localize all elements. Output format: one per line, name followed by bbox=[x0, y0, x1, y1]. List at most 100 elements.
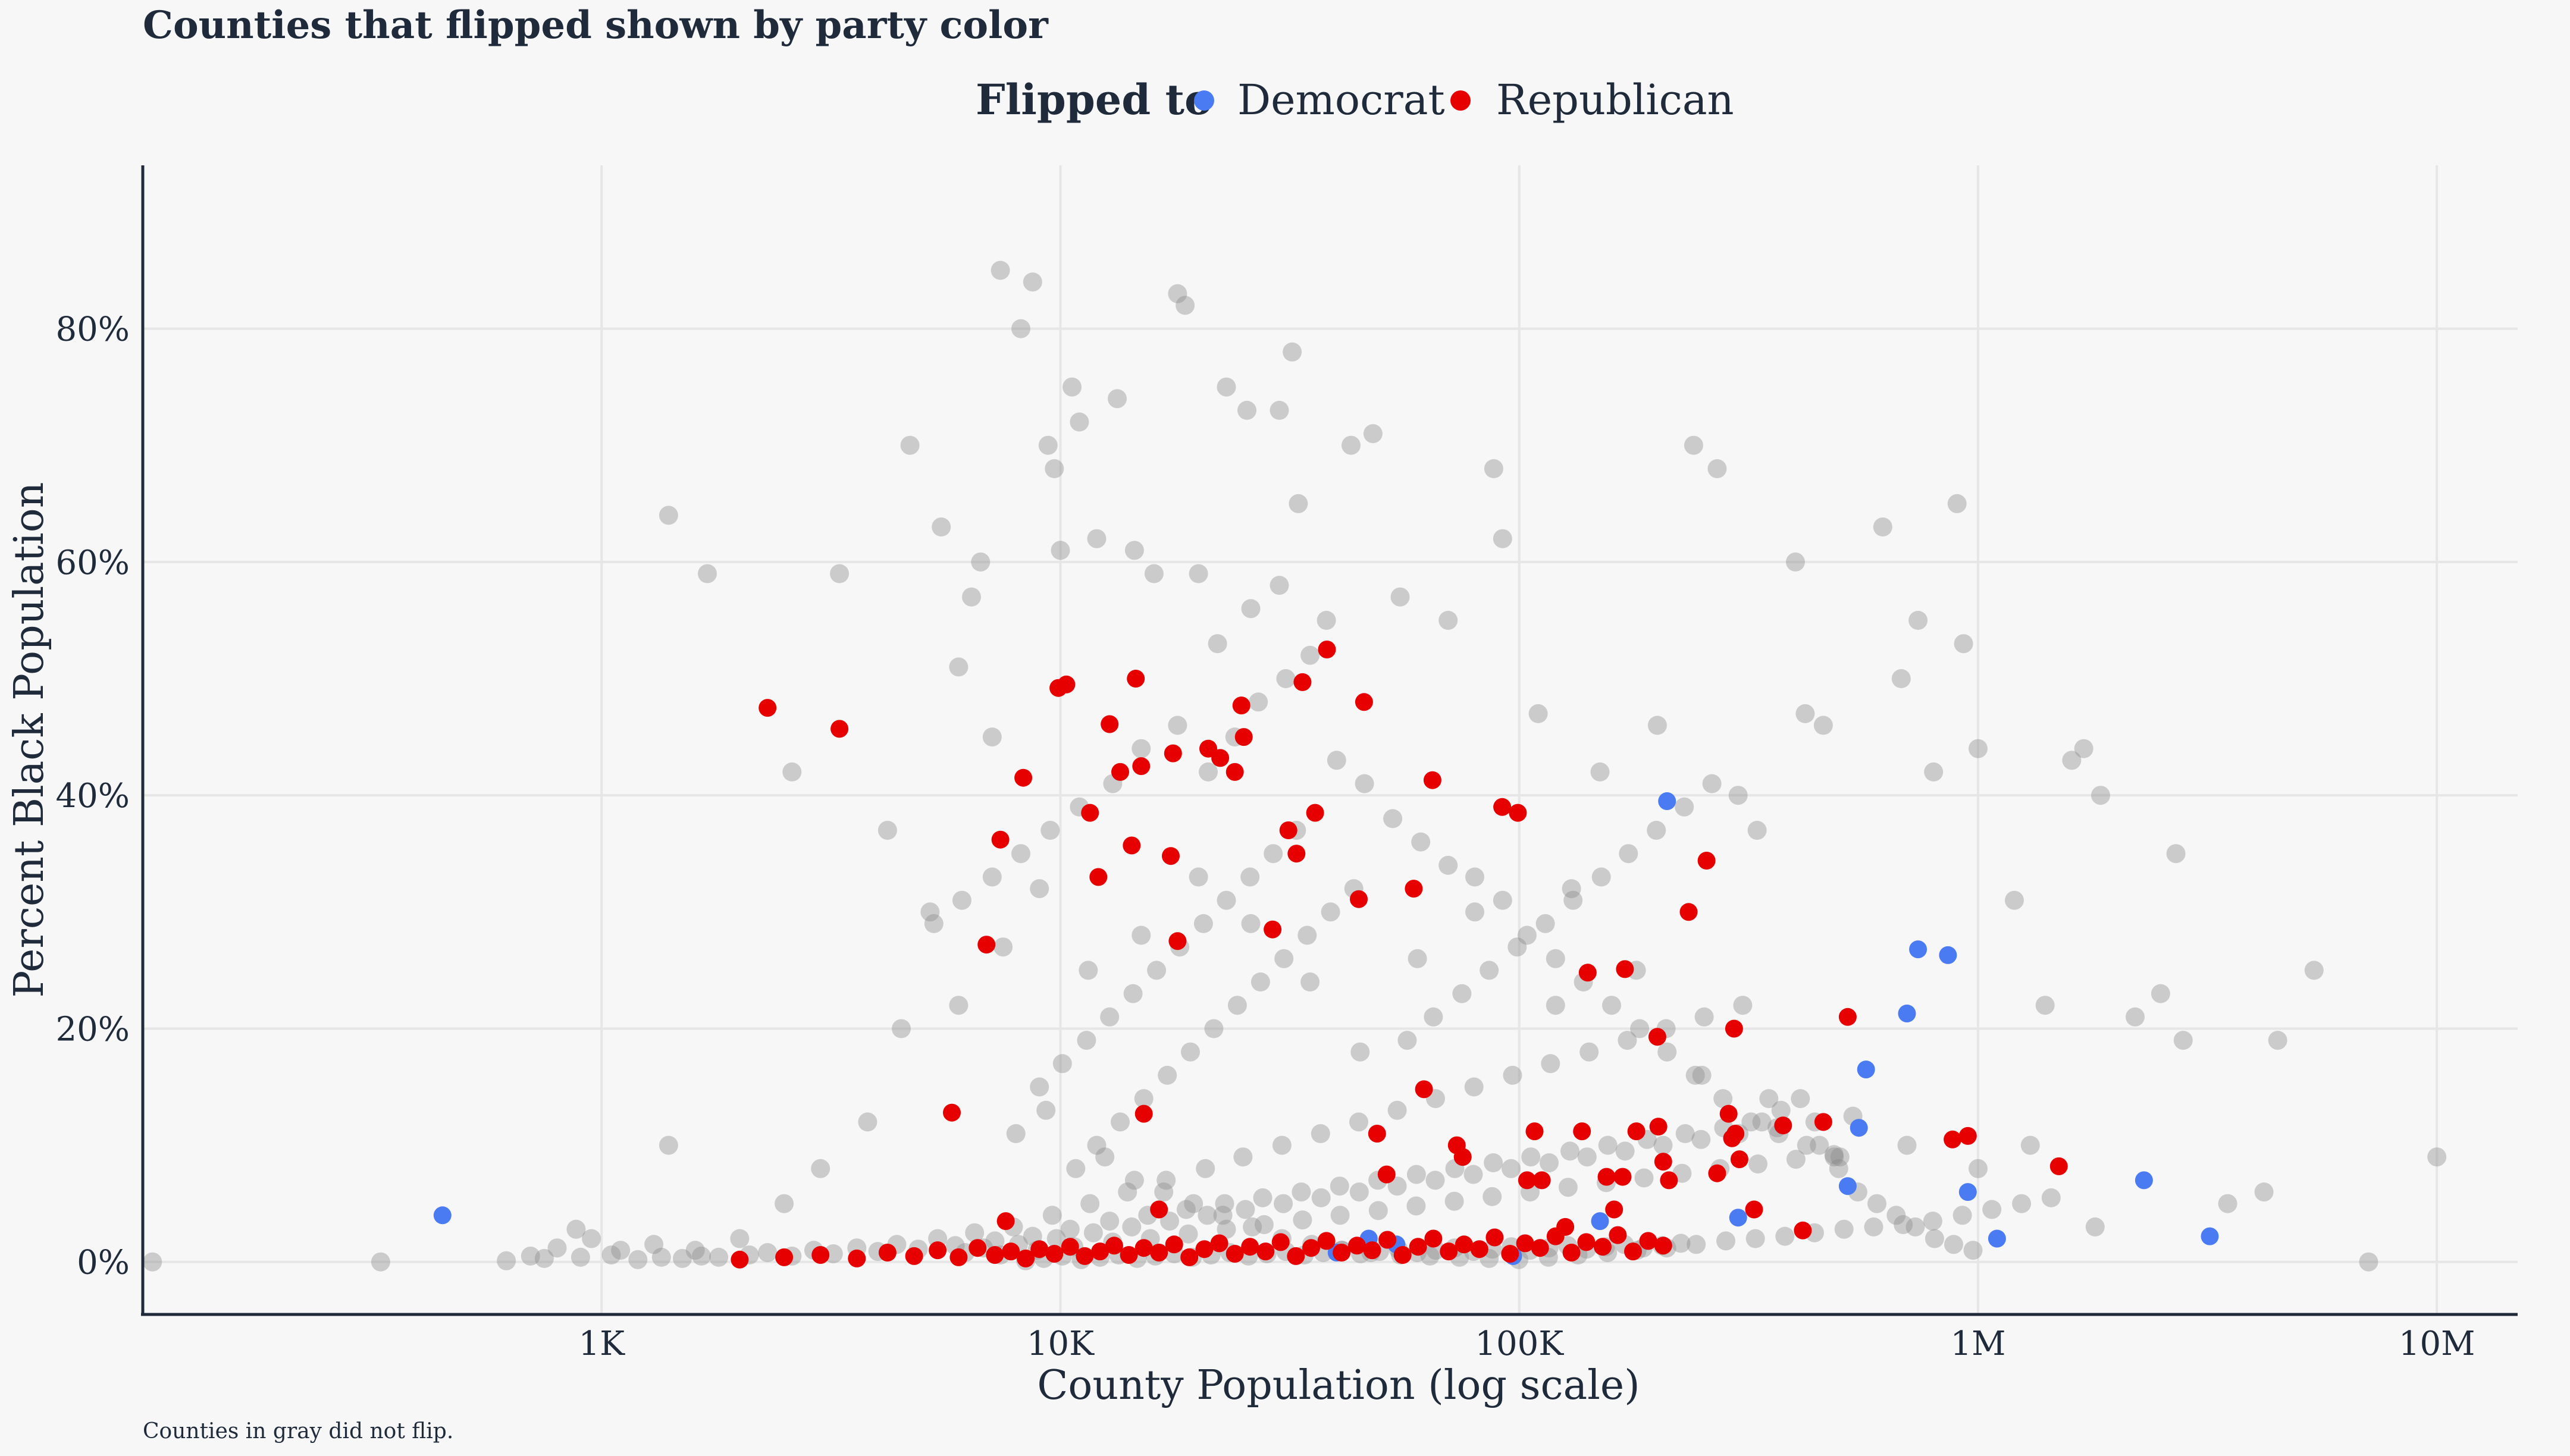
point-not-flipped bbox=[1036, 1100, 1056, 1120]
point-not-flipped bbox=[1330, 1206, 1350, 1225]
point-not-flipped bbox=[1077, 1031, 1096, 1050]
point-not-flipped bbox=[1095, 1147, 1115, 1167]
point-not-flipped bbox=[692, 1246, 711, 1266]
point-not-flipped bbox=[1618, 1031, 1637, 1050]
point-not-flipped bbox=[1217, 890, 1236, 910]
point-not-flipped bbox=[1647, 821, 1666, 840]
point-not-flipped bbox=[1217, 1219, 1236, 1239]
point-not-flipped bbox=[2085, 1217, 2105, 1237]
point-republican bbox=[1199, 739, 1217, 758]
point-not-flipped bbox=[371, 1252, 390, 1272]
point-not-flipped bbox=[1425, 1171, 1445, 1190]
point-not-flipped bbox=[1886, 1206, 1906, 1225]
point-not-flipped bbox=[2218, 1194, 2237, 1213]
point-republican bbox=[1814, 1113, 1832, 1131]
point-not-flipped bbox=[892, 1019, 911, 1038]
point-not-flipped bbox=[1276, 669, 1296, 688]
point-not-flipped bbox=[1484, 459, 1503, 478]
point-not-flipped bbox=[2012, 1194, 2032, 1213]
point-not-flipped bbox=[1052, 1054, 1072, 1074]
point-not-flipped bbox=[1602, 996, 1621, 1015]
point-not-flipped bbox=[1349, 1182, 1369, 1202]
point-not-flipped bbox=[949, 657, 969, 677]
point-not-flipped bbox=[1444, 1191, 1464, 1211]
point-not-flipped bbox=[920, 902, 940, 922]
point-not-flipped bbox=[924, 914, 944, 933]
point-republican bbox=[1168, 932, 1187, 950]
point-republican bbox=[1726, 1125, 1745, 1143]
point-not-flipped bbox=[2041, 1188, 2061, 1207]
point-republican bbox=[1697, 852, 1716, 870]
point-not-flipped bbox=[2173, 1031, 2193, 1050]
point-not-flipped bbox=[1156, 1171, 1176, 1190]
point-not-flipped bbox=[1300, 645, 1320, 665]
point-not-flipped bbox=[566, 1219, 586, 1239]
point-not-flipped bbox=[1908, 611, 1928, 630]
point-republican bbox=[1546, 1227, 1565, 1245]
point-not-flipped bbox=[1424, 1007, 1443, 1027]
point-not-flipped bbox=[932, 517, 951, 536]
point-not-flipped bbox=[1598, 1135, 1618, 1155]
point-not-flipped bbox=[1952, 1206, 1972, 1225]
point-not-flipped bbox=[1535, 914, 1555, 933]
point-not-flipped bbox=[1100, 1007, 1120, 1027]
point-republican bbox=[1271, 1233, 1290, 1251]
point-not-flipped bbox=[1158, 1065, 1177, 1085]
x-tick-label: 10K bbox=[1027, 1325, 1095, 1363]
point-democrat bbox=[2135, 1171, 2153, 1190]
point-not-flipped bbox=[730, 1229, 750, 1248]
point-not-flipped bbox=[1355, 774, 1374, 793]
point-not-flipped bbox=[1240, 867, 1260, 887]
point-not-flipped bbox=[2359, 1252, 2378, 1272]
point-not-flipped bbox=[1217, 377, 1236, 397]
point-not-flipped bbox=[1070, 412, 1089, 432]
point-democrat bbox=[1909, 940, 1928, 959]
point-not-flipped bbox=[1791, 1089, 1810, 1109]
point-not-flipped bbox=[1387, 1100, 1407, 1120]
point-not-flipped bbox=[1264, 844, 1283, 864]
point-republican bbox=[969, 1239, 987, 1257]
point-not-flipped bbox=[1144, 564, 1164, 583]
point-not-flipped bbox=[1954, 634, 1973, 654]
point-not-flipped bbox=[1227, 996, 1247, 1015]
y-tick-label: 60% bbox=[56, 544, 130, 582]
point-not-flipped bbox=[1046, 1229, 1066, 1248]
point-not-flipped bbox=[1745, 1229, 1765, 1248]
point-not-flipped bbox=[1124, 541, 1144, 560]
point-not-flipped bbox=[1577, 1147, 1597, 1167]
point-republican bbox=[731, 1250, 749, 1269]
point-republican bbox=[1958, 1126, 1977, 1145]
point-not-flipped bbox=[1132, 925, 1151, 945]
point-republican bbox=[1210, 1234, 1228, 1253]
point-not-flipped bbox=[985, 1231, 1005, 1251]
point-not-flipped bbox=[1283, 342, 1302, 362]
point-not-flipped bbox=[1540, 1153, 1559, 1172]
point-not-flipped bbox=[651, 1247, 671, 1267]
point-not-flipped bbox=[1293, 1210, 1312, 1230]
point-not-flipped bbox=[1969, 1159, 1988, 1178]
point-republican bbox=[1123, 836, 1141, 855]
point-democrat bbox=[1898, 1005, 1916, 1022]
point-not-flipped bbox=[1297, 925, 1317, 945]
point-republican bbox=[1232, 696, 1250, 715]
point-republican bbox=[905, 1247, 923, 1265]
point-republican bbox=[1293, 673, 1312, 691]
point-republican bbox=[1944, 1130, 1962, 1149]
point-republican bbox=[1162, 847, 1180, 865]
legend-title: Flipped to bbox=[976, 75, 1212, 124]
point-not-flipped bbox=[1383, 809, 1403, 829]
point-not-flipped bbox=[698, 564, 717, 583]
point-not-flipped bbox=[952, 890, 971, 910]
point-republican bbox=[1164, 744, 1182, 762]
point-not-flipped bbox=[1241, 599, 1261, 619]
point-democrat bbox=[1658, 792, 1676, 810]
point-not-flipped bbox=[1154, 1182, 1174, 1202]
point-not-flipped bbox=[1546, 996, 1565, 1015]
point-not-flipped bbox=[1615, 1141, 1635, 1161]
point-not-flipped bbox=[601, 1245, 621, 1264]
point-not-flipped bbox=[1168, 716, 1187, 735]
point-republican bbox=[1195, 1240, 1214, 1259]
point-not-flipped bbox=[1011, 319, 1030, 338]
point-not-flipped bbox=[1253, 1188, 1273, 1207]
point-not-flipped bbox=[1030, 879, 1049, 899]
